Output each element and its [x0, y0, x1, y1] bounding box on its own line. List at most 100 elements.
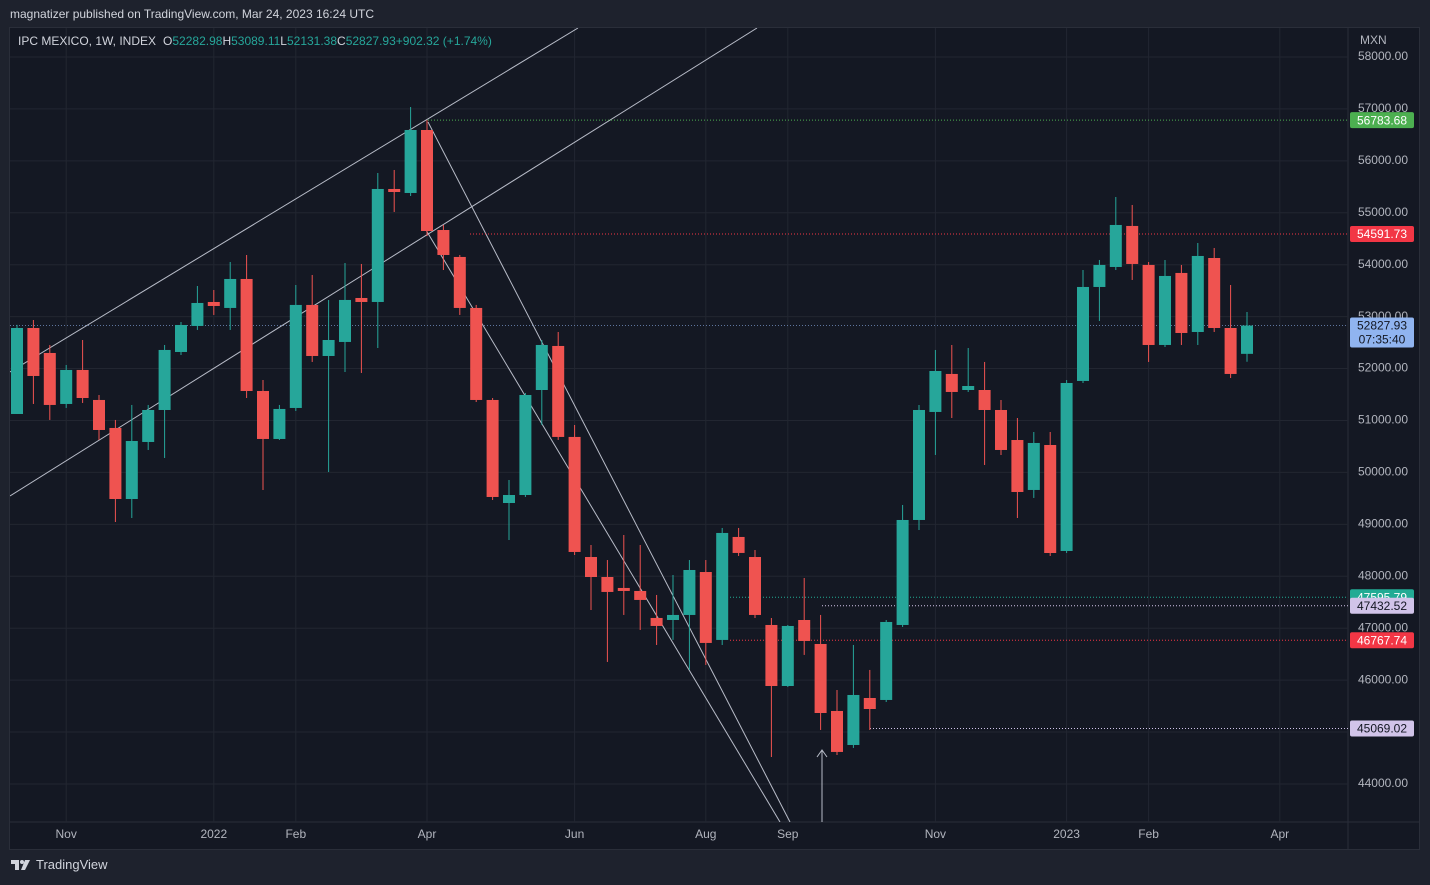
logo [11, 859, 30, 870]
candle-body [11, 327, 23, 414]
candle-body [1191, 255, 1204, 332]
candle-body [650, 617, 663, 626]
candle-body [814, 643, 827, 714]
price-label-text: 47432.52 [1357, 599, 1407, 613]
y-tick-label: 48000.00 [1358, 568, 1408, 582]
x-tick-label: Feb [285, 827, 306, 841]
y-tick-label: 51000.00 [1358, 413, 1408, 427]
candle-body [76, 369, 89, 398]
candle-body [1241, 325, 1253, 354]
candle-body [634, 590, 647, 600]
legend-title: IPC MEXICO, 1W, INDEX [18, 34, 157, 48]
legend-key: H [222, 34, 232, 48]
legend-key: L [280, 34, 287, 48]
candle-body [486, 399, 499, 497]
candle-body [27, 327, 40, 376]
y-tick-label: 50000.00 [1358, 465, 1408, 479]
candle-body [552, 345, 565, 437]
price-label-text: 46767.74 [1357, 633, 1407, 647]
candle-body [339, 299, 351, 342]
y-tick-label: 57000.00 [1358, 101, 1408, 115]
legend-change: +902.32 (+1.74%) [395, 34, 492, 48]
candle-body [929, 370, 942, 412]
candle-body [371, 188, 384, 302]
candle-body [273, 408, 286, 439]
candle-body [60, 369, 73, 404]
candle-body [896, 519, 909, 625]
candle-body [1159, 275, 1171, 345]
candle-body [765, 624, 778, 686]
candle-body [995, 409, 1007, 450]
candle-body [43, 352, 56, 405]
candle-body [503, 495, 515, 503]
chart-panel [9, 27, 1420, 850]
candle-body [224, 278, 237, 308]
price-label [1350, 225, 1414, 242]
legend-value: 52827.93 [345, 34, 396, 48]
x-tick-label: Nov [56, 827, 77, 841]
legend-key: O [163, 34, 173, 48]
candle-body [1044, 444, 1057, 554]
y-tick-label: 52000.00 [1358, 361, 1408, 375]
candle-body [453, 256, 466, 308]
candle-body [913, 409, 925, 520]
legend-value: 52131.38 [286, 34, 338, 48]
y-tick-label: 58000.00 [1358, 49, 1408, 63]
candle-body [781, 625, 794, 686]
candle-body [1175, 272, 1188, 333]
brand: TradingView [36, 857, 108, 872]
trend-line [10, 28, 579, 373]
price-label [1350, 597, 1414, 614]
candle-body [568, 436, 581, 552]
y-tick-label: 54000.00 [1358, 257, 1408, 271]
x-tick-label: Feb [1138, 827, 1159, 841]
candle-body [519, 394, 532, 496]
x-tick-label: Jun [565, 827, 584, 841]
candle-body [1109, 224, 1122, 267]
price-label [1350, 632, 1414, 649]
y-tick-label: 55000.00 [1358, 205, 1408, 219]
legend: IPC MEXICO, 1W, INDEX O52282.98H53089.11L… [18, 34, 492, 48]
legend-key: C [337, 34, 346, 48]
publisher-line: magnatizer published on TradingView.com,… [10, 7, 374, 21]
x-tick-label: 2023 [1053, 827, 1080, 841]
legend-value: 52282.98 [172, 34, 223, 48]
y-tick-label: 49000.00 [1358, 517, 1408, 531]
x-tick-label: Aug [695, 827, 716, 841]
candle-body [962, 386, 975, 390]
candle-body [1011, 440, 1024, 492]
price-label [1350, 112, 1414, 129]
candle-body [437, 230, 450, 255]
candle-body [142, 409, 155, 442]
candle-body [617, 587, 630, 591]
candle-body [667, 614, 679, 620]
candle-body [699, 572, 712, 643]
candle-body [1027, 442, 1040, 490]
candle-body [404, 129, 417, 193]
currency-label: MXN [1360, 33, 1387, 47]
x-tick-label: Nov [925, 827, 946, 841]
candle-body [306, 304, 319, 356]
candle-body [175, 324, 187, 352]
candle-body [863, 697, 876, 710]
trend-line [425, 229, 781, 822]
x-tick-label: 2022 [200, 827, 227, 841]
candle-body [847, 694, 860, 745]
candle-body [191, 302, 204, 326]
last-price-text: 52827.93 [1357, 319, 1407, 333]
candle-body [831, 710, 843, 752]
footer: TradingView [10, 857, 108, 872]
candle-body [1077, 286, 1089, 381]
candle-body [158, 349, 171, 410]
candle-body [945, 373, 958, 392]
candle-body [1208, 257, 1221, 328]
x-tick-label: Sep [777, 827, 799, 841]
y-tick-label: 46000.00 [1358, 672, 1408, 686]
candle-body [1224, 327, 1237, 374]
candle-body [257, 390, 269, 439]
candle-body [1126, 225, 1139, 264]
countdown: 07:35:40 [1359, 333, 1406, 347]
last-price-label [1350, 317, 1414, 348]
